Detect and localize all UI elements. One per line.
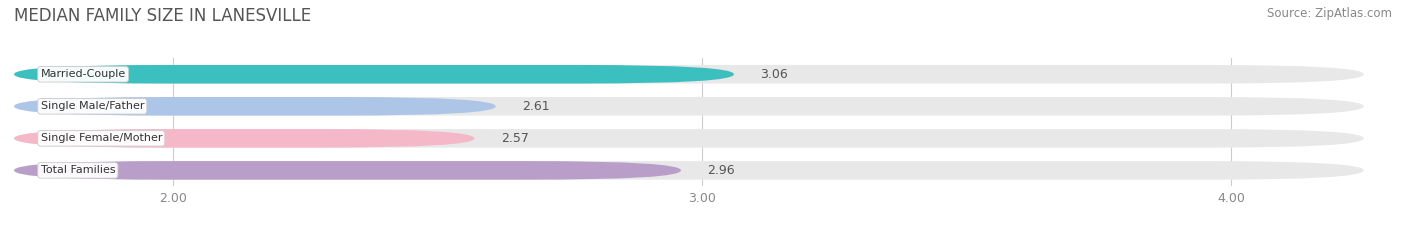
Text: 2.61: 2.61	[522, 100, 550, 113]
Text: 2.57: 2.57	[501, 132, 529, 145]
FancyBboxPatch shape	[14, 97, 496, 116]
FancyBboxPatch shape	[14, 161, 681, 180]
Text: Single Female/Mother: Single Female/Mother	[41, 133, 162, 143]
FancyBboxPatch shape	[14, 65, 1364, 84]
Text: Total Families: Total Families	[41, 165, 115, 175]
Text: Single Male/Father: Single Male/Father	[41, 101, 143, 111]
FancyBboxPatch shape	[14, 129, 1364, 148]
FancyBboxPatch shape	[14, 97, 1364, 116]
Text: Source: ZipAtlas.com: Source: ZipAtlas.com	[1267, 7, 1392, 20]
FancyBboxPatch shape	[14, 129, 475, 148]
Text: 3.06: 3.06	[761, 68, 789, 81]
FancyBboxPatch shape	[14, 65, 734, 84]
Text: Married-Couple: Married-Couple	[41, 69, 125, 79]
Text: 2.96: 2.96	[707, 164, 735, 177]
FancyBboxPatch shape	[14, 161, 1364, 180]
Text: MEDIAN FAMILY SIZE IN LANESVILLE: MEDIAN FAMILY SIZE IN LANESVILLE	[14, 7, 311, 25]
